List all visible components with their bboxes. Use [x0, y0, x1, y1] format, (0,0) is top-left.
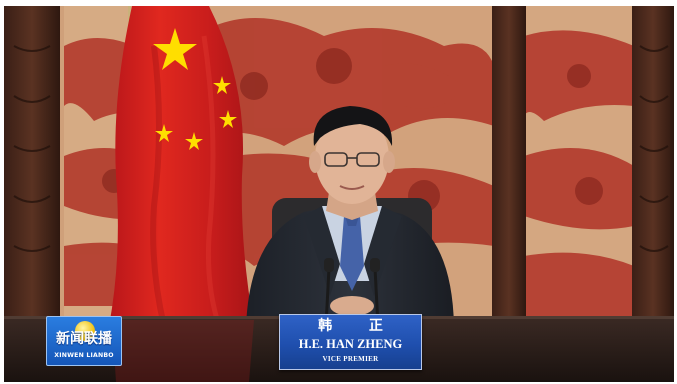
mic-heads	[324, 258, 380, 272]
name-chinese: 韩 正	[318, 318, 399, 334]
china-flag	[109, 6, 254, 327]
video-frame: 韩 正 H.E. HAN ZHENG VICE PREMIER 新闻联播 XIN…	[4, 6, 674, 382]
background-scene	[4, 6, 674, 382]
channel-subtitle: XINWEN LIANBO	[54, 352, 114, 359]
channel-logo: 新闻联播 XINWEN LIANBO	[46, 316, 122, 366]
speaker	[246, 106, 454, 326]
job-title: VICE PREMIER	[322, 355, 379, 363]
name-english: H.E. HAN ZHENG	[298, 337, 403, 351]
globe-icon	[75, 321, 95, 341]
channel-name: 新闻联播	[56, 331, 112, 347]
name-caption: 韩 正 H.E. HAN ZHENG VICE PREMIER	[279, 314, 422, 370]
